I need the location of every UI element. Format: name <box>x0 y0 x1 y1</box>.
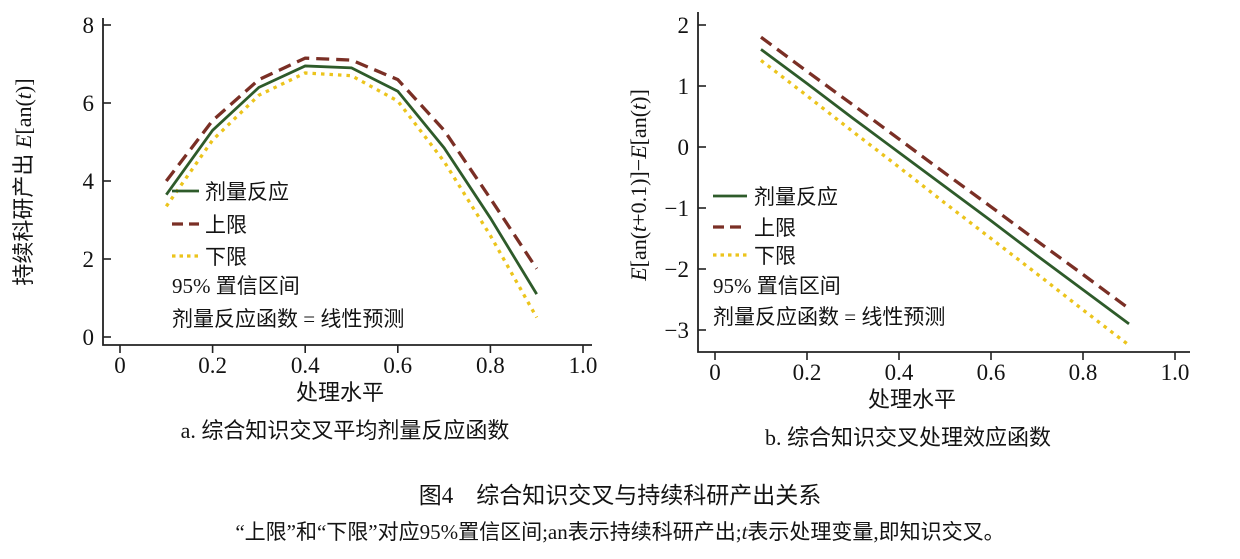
y-tick-label: 0 <box>678 135 690 160</box>
chart-b-treatment-effect: 2 1 0 −1 −2 −3 0 0.2 0.4 0.6 0.8 1.0 处理水平 E[an(t+0.1)… <box>626 12 1190 450</box>
y-tick-label: 0 <box>83 325 95 350</box>
dose-response-line <box>760 48 1130 326</box>
legend-note-line: 剂量反应函数 = 线性预测 <box>172 307 404 331</box>
x-tick-label: 0.2 <box>198 353 227 378</box>
x-tick-label: 0 <box>709 360 721 385</box>
y-tick-label: −1 <box>665 196 689 221</box>
legend-note-line: 95% 置信区间 <box>713 274 841 298</box>
figure-note: “上限”和“下限”对应95%置信区间;an表示持续科研产出;t表示处理变量,即知… <box>235 520 1005 544</box>
y-tick-label: 2 <box>83 247 95 272</box>
x-axis-title: 处理水平 <box>296 380 384 405</box>
subplot-title: b. 综合知识交叉处理效应函数 <box>765 425 1051 450</box>
lower-bound-line <box>164 71 539 319</box>
x-tick-label: 1.0 <box>1161 360 1190 385</box>
y-tick-label: 4 <box>83 169 95 194</box>
legend-note-line: 剂量反应函数 = 线性预测 <box>713 305 945 329</box>
axes-frame <box>102 18 592 346</box>
subplot-title: a. 综合知识交叉平均剂量反应函数 <box>181 418 510 443</box>
x-tick-label: 0.8 <box>1069 360 1098 385</box>
x-tick-label: 0.6 <box>383 353 412 378</box>
legend-label-lower-bound: 下限 <box>754 244 796 268</box>
y-tick-label: 2 <box>678 13 690 38</box>
x-tick-label: 0.8 <box>476 353 505 378</box>
x-tick-label: 0.2 <box>793 360 822 385</box>
lower-bound-line <box>759 59 1131 347</box>
chart-a-average-dose-response: 0 2 4 6 8 0 0.2 0.4 0.6 0.8 1.0 处理水平 持续科研产出 E[an(t)]… <box>11 13 598 443</box>
legend-label-lower-bound: 下限 <box>205 245 247 269</box>
x-axis-title: 处理水平 <box>868 387 956 412</box>
x-tick-label: 0 <box>114 353 126 378</box>
y-tick-label: 8 <box>83 13 95 38</box>
upper-bound-line <box>164 56 539 270</box>
figure-caption: 图4 综合知识交叉与持续科研产出关系 <box>418 483 822 508</box>
legend-label-upper-bound: 上限 <box>205 213 247 237</box>
y-axis-title: E[an(t+0.1)]−E[an(t)] <box>626 89 651 282</box>
legend-note-line: 95% 置信区间 <box>172 274 300 298</box>
y-tick-label: 1 <box>678 74 690 99</box>
legend-label-upper-bound: 上限 <box>754 216 796 240</box>
y-tick-label: 6 <box>83 91 95 116</box>
axes-frame <box>697 12 1190 353</box>
y-axis-title: 持续科研产出 E[an(t)] <box>11 78 36 285</box>
y-tick-label: −3 <box>665 318 689 343</box>
dose-response-line <box>165 64 538 295</box>
legend-label-dose-response: 剂量反应 <box>205 180 289 204</box>
x-tick-label: 1.0 <box>569 353 598 378</box>
x-tick-label: 0.4 <box>885 360 914 385</box>
upper-bound-line <box>760 35 1130 310</box>
x-tick-label: 0.4 <box>291 353 320 378</box>
legend-label-dose-response: 剂量反应 <box>754 185 838 209</box>
y-tick-label: −2 <box>665 257 689 282</box>
x-tick-label: 0.6 <box>977 360 1006 385</box>
